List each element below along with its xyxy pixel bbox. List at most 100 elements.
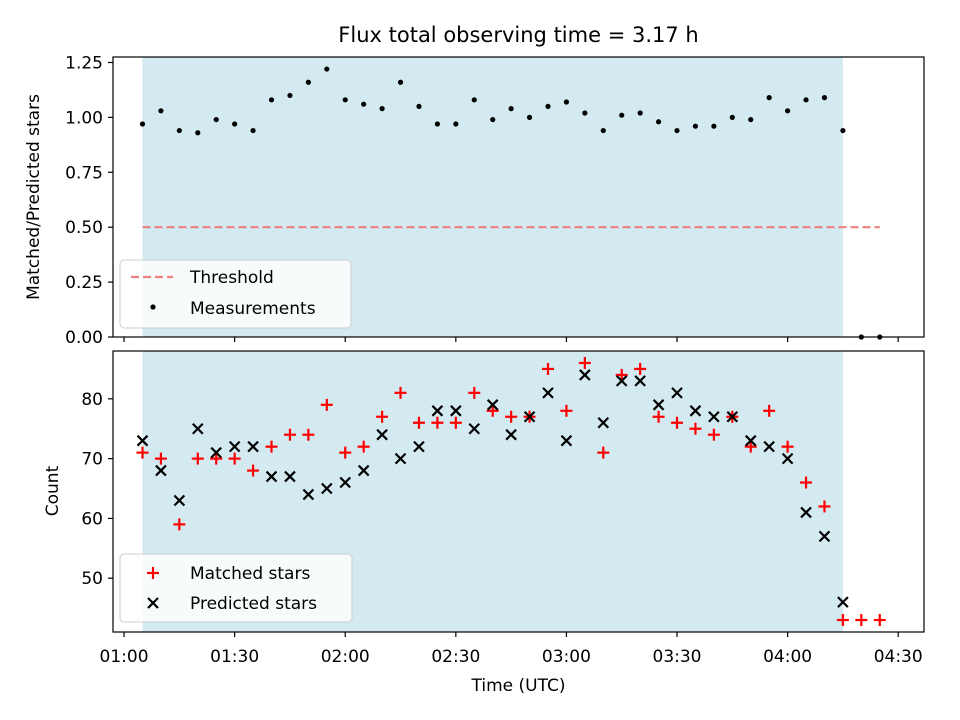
measurement-point (545, 103, 551, 110)
matched-star-point (560, 404, 573, 417)
measurement-point (582, 110, 588, 116)
matched-star-point (302, 428, 315, 441)
predicted-star-point (726, 410, 739, 423)
predicted-star-point (302, 488, 315, 501)
matched-star-point (836, 614, 849, 627)
measurement-point (176, 127, 182, 134)
count-legend-box (119, 553, 353, 623)
matched-star-point (210, 452, 223, 465)
measurement-point (379, 106, 385, 112)
predicted-star-point (265, 470, 278, 483)
predicted-star-point (486, 399, 499, 411)
measurement-point (785, 108, 791, 114)
ratio-y-tick-label: 1.00 (65, 108, 103, 128)
predicted-star-point (468, 422, 481, 435)
matched-star-point (578, 356, 591, 369)
predicted-star-point (615, 375, 628, 387)
matched-star-point (744, 440, 757, 453)
predicted-star-point (763, 440, 775, 453)
count-plot-frame (112, 350, 925, 633)
predicted-star-point (339, 476, 352, 489)
measurement-point (821, 95, 828, 101)
x-tick-label: 03:30 (653, 647, 702, 667)
measurement-point (766, 95, 772, 101)
measurement-point (729, 114, 735, 120)
predicted-legend-label: Predicted stars (190, 594, 317, 614)
predicted-star-point (450, 405, 462, 417)
matched-star-point (652, 410, 665, 423)
ratio-y-tick-label: 0.75 (65, 163, 103, 183)
measurement-point (471, 97, 477, 103)
measurement-point (453, 121, 459, 127)
predicted-star-point (671, 387, 683, 399)
predicted-star-point (413, 440, 425, 453)
matched-legend-label: Matched stars (190, 564, 310, 584)
matched-star-point (597, 446, 610, 459)
measurements-legend-label: Measurements (190, 299, 316, 319)
matched-star-point (449, 416, 462, 429)
measurement-point (674, 127, 680, 134)
matched-star-point (265, 440, 278, 453)
measurement-point (619, 112, 625, 118)
measurement-point (397, 79, 404, 85)
measurement-point (361, 101, 367, 107)
matched-star-point (357, 440, 370, 453)
ratio-legend: Threshold Measurements (119, 259, 352, 329)
matched-star-point (228, 452, 241, 465)
predicted-star-point (136, 434, 149, 447)
measurement-point (490, 116, 496, 123)
measurement-point (305, 79, 311, 85)
ratio-y-axis-label: Matched/Predicted stars (24, 94, 44, 300)
measurement-point (342, 97, 348, 103)
matched-star-point (800, 476, 813, 489)
predicted-star-point (818, 530, 831, 543)
matched-star-point (615, 368, 628, 381)
measurement-point (158, 108, 164, 114)
predicted-star-point (431, 405, 444, 417)
measurements-legend-swatch (150, 304, 156, 310)
x-tick-label: 02:00 (321, 647, 370, 667)
ratio-y-tick-label: 0.00 (65, 328, 103, 348)
predicted-star-point (210, 446, 222, 459)
predicted-star-point (357, 464, 370, 477)
matched-star-point (505, 410, 518, 423)
matched-star-point (320, 398, 333, 411)
ratio-plot-frame (112, 56, 925, 338)
predicted-star-point (597, 416, 610, 429)
predicted-star-point (284, 470, 296, 483)
matched-star-point (247, 464, 260, 477)
predicted-star-point (634, 375, 646, 387)
threshold-legend-label: Threshold (189, 268, 274, 288)
matched-star-point (468, 386, 481, 399)
x-tick-label: 02:30 (431, 647, 480, 667)
matched-star-point (541, 362, 554, 375)
measurement-point (195, 130, 201, 136)
measurement-point (655, 119, 662, 125)
ratio-y-tick-label: 1.25 (65, 53, 103, 73)
matched-star-point (781, 440, 794, 453)
chart-title: Flux total observing time = 3.17 h (338, 23, 698, 47)
measurement-point (250, 127, 256, 134)
predicted-star-point (781, 452, 794, 465)
x-axis-label: Time (UTC) (471, 676, 566, 696)
matched-star-point (689, 422, 702, 435)
ratio-legend-box (119, 259, 352, 329)
measurement-point (232, 121, 238, 127)
measurement-point (803, 97, 809, 103)
matched-star-point (412, 416, 425, 429)
x-tick-label: 04:30 (874, 647, 923, 667)
predicted-star-point (155, 464, 167, 477)
measurement-point (268, 97, 275, 103)
matched-star-point (818, 500, 831, 513)
count-y-tick-label: 80 (81, 390, 103, 410)
measurement-point (526, 114, 533, 120)
predicted-star-point (542, 387, 554, 399)
count-y-tick-label: 70 (81, 450, 103, 470)
predicted-star-point (523, 410, 536, 423)
count-panel: 01:00 01:30 02:00 02:30 03:00 03:30 04:00 04:30… (43, 350, 925, 696)
predicted-star-point (192, 422, 204, 435)
measurement-point (748, 116, 754, 123)
predicted-star-point (652, 399, 665, 411)
x-tick-label: 04:00 (763, 647, 812, 667)
